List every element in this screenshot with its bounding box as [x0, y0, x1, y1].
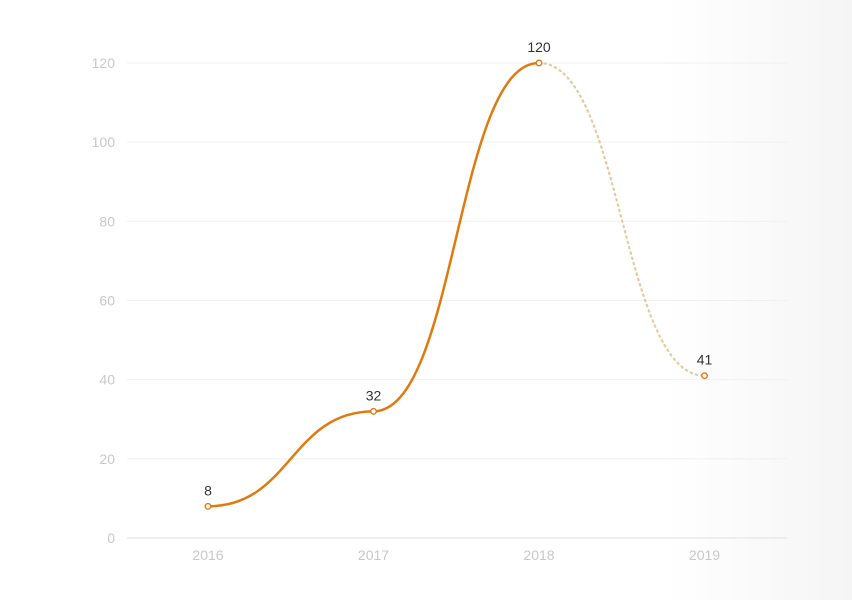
- y-tick-label: 80: [99, 213, 115, 229]
- y-tick-label: 60: [99, 293, 115, 309]
- grid-lines: [127, 62, 787, 539]
- data-points: [204, 59, 709, 510]
- data-labels: 8 32 120 41: [204, 39, 712, 498]
- series-lines: [206, 61, 706, 508]
- x-tick-label: 2018: [523, 547, 554, 563]
- y-tick-label: 0: [107, 530, 115, 546]
- x-tick-label: 2016: [192, 547, 223, 563]
- y-tick-label: 40: [99, 372, 115, 388]
- data-point[interactable]: [204, 502, 212, 510]
- data-label: 120: [527, 39, 551, 55]
- series-line-solid: [206, 61, 541, 508]
- x-tick-label: 2019: [689, 547, 720, 563]
- data-label: 8: [204, 482, 212, 498]
- x-tick-label: 2017: [358, 547, 389, 563]
- y-tick-label: 20: [99, 451, 115, 467]
- series-line-dotted: [537, 61, 706, 377]
- y-tick-label: 100: [92, 134, 116, 150]
- data-label: 41: [697, 352, 713, 368]
- x-axis-ticks: 2016 2017 2018 2019: [192, 547, 720, 563]
- data-point[interactable]: [370, 407, 378, 415]
- y-axis-ticks: 0 20 40 60 80 100 120: [92, 55, 116, 546]
- data-label: 32: [366, 387, 382, 403]
- data-point[interactable]: [701, 372, 709, 380]
- y-tick-label: 120: [92, 55, 116, 71]
- data-point[interactable]: [535, 59, 543, 67]
